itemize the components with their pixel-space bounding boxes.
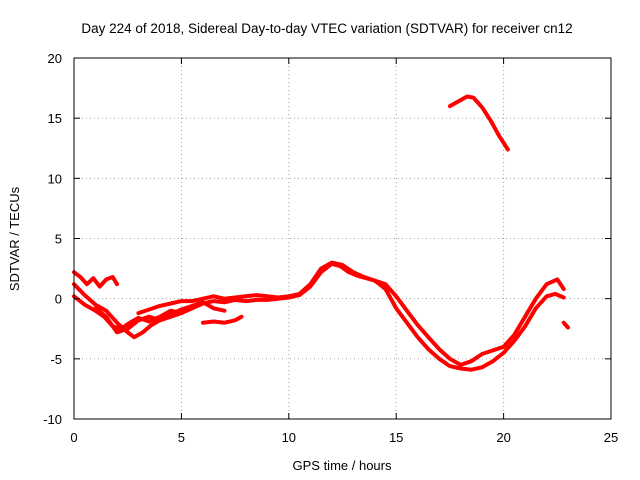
- series-track-f: [200, 314, 244, 325]
- x-tick-label: 10: [282, 430, 296, 445]
- y-tick-label: 10: [48, 171, 62, 186]
- y-tick-label: -10: [43, 412, 62, 427]
- series-track-a: [72, 270, 119, 289]
- chart-title: Day 224 of 2018, Sidereal Day-to-day VTE…: [81, 21, 572, 36]
- series-track-d: [136, 260, 566, 367]
- y-tick-label: 15: [48, 111, 62, 126]
- x-tick-label: 0: [70, 430, 77, 445]
- y-tick-label: 0: [55, 292, 62, 307]
- series-track-g: [447, 94, 510, 152]
- series-track-h: [561, 320, 570, 330]
- y-tick-label: 20: [48, 51, 62, 66]
- series-track-b: [72, 294, 184, 331]
- series-track-e: [93, 300, 227, 335]
- x-tick-label: 25: [604, 430, 618, 445]
- y-axis-label: SDTVAR / TECUs: [7, 186, 22, 291]
- x-tick-label: 20: [496, 430, 510, 445]
- y-tick-label: -5: [50, 352, 62, 367]
- series-track-c: [72, 261, 566, 372]
- ticks: [73, 57, 612, 420]
- x-axis-label: GPS time / hours: [293, 458, 392, 473]
- tick-labels: 0 5 10 15 20 25 -10 -5 0 5 10 15 20: [43, 51, 618, 445]
- y-tick-label: 5: [55, 232, 62, 247]
- x-tick-label: 15: [389, 430, 403, 445]
- grid: [74, 58, 611, 419]
- x-tick-label: 5: [178, 430, 185, 445]
- series-layer: [72, 94, 570, 372]
